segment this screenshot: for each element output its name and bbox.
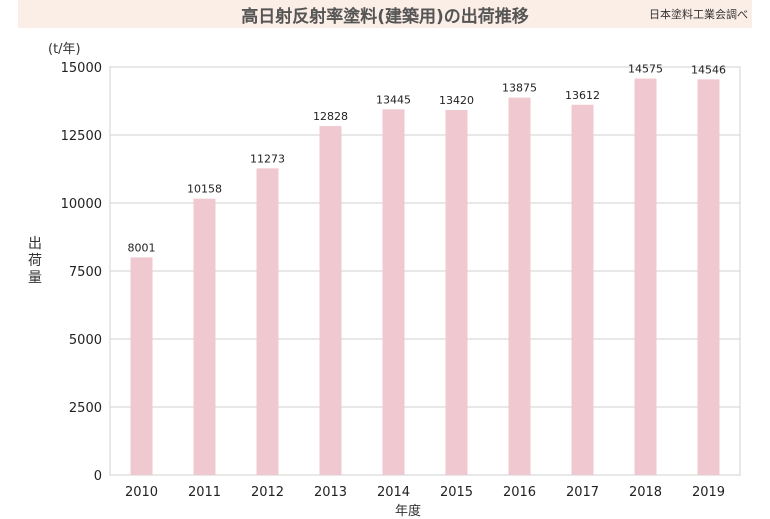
x-tick-label: 2012 (251, 485, 284, 500)
bar-2015 (445, 109, 468, 475)
bar-2013 (319, 126, 342, 475)
data-label: 10158 (187, 183, 222, 196)
y-tick-label: 7500 (69, 265, 102, 280)
data-label: 11273 (250, 152, 285, 165)
y-tick-label: 0 (94, 469, 102, 484)
data-label: 14546 (691, 63, 726, 76)
chart-title: 高日射反射率塗料(建築用)の出荷推移 (241, 7, 529, 27)
y-axis-label: 出荷量 (28, 236, 42, 286)
y-tick-label: 12500 (61, 129, 102, 144)
source-note: 日本塗料工業会調べ (649, 8, 748, 21)
bar-2010 (130, 257, 153, 475)
x-tick-label: 2018 (629, 485, 662, 500)
bar-2011 (193, 198, 216, 475)
data-label: 13612 (565, 89, 600, 102)
y-tick-label: 15000 (61, 61, 102, 76)
x-tick-label: 2016 (503, 485, 536, 500)
bar-2017 (571, 104, 594, 475)
y-tick-label: 5000 (69, 333, 102, 348)
data-label: 13420 (439, 94, 474, 107)
x-tick-label: 2013 (314, 485, 347, 500)
x-tick-label: 2011 (188, 485, 221, 500)
data-label: 14575 (628, 63, 663, 76)
y-unit-label: (t/年) (48, 42, 81, 57)
x-tick-label: 2014 (377, 485, 410, 500)
bar-2014 (382, 109, 405, 476)
x-tick-label: 2010 (125, 485, 158, 500)
y-tick-label: 2500 (69, 401, 102, 416)
x-tick-label: 2019 (692, 485, 725, 500)
data-label: 8001 (128, 241, 156, 254)
x-tick-label: 2015 (440, 485, 473, 500)
y-tick-label: 10000 (61, 197, 102, 212)
x-tick-label: 2017 (566, 485, 599, 500)
bar-2016 (508, 97, 531, 475)
bar-2018 (634, 78, 657, 475)
data-label: 13875 (502, 82, 537, 95)
data-label: 13445 (376, 93, 411, 106)
bar-2012 (256, 168, 279, 476)
title-bar (18, 0, 752, 28)
bar-2019 (697, 79, 720, 475)
data-label: 12828 (313, 110, 348, 123)
